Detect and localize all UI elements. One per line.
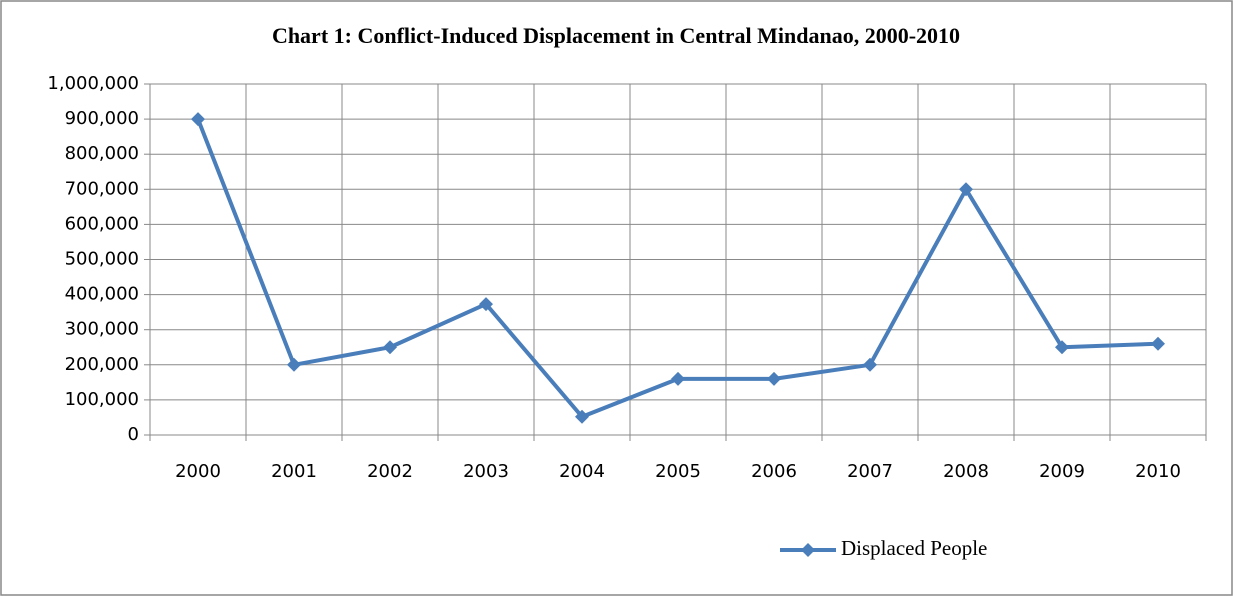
legend-label: Displaced People <box>841 536 987 560</box>
x-tick-label: 2010 <box>1135 461 1181 482</box>
y-tick-label: 400,000 <box>65 284 139 305</box>
data-point <box>383 340 397 355</box>
y-tick-label: 300,000 <box>65 319 139 340</box>
y-tick-label: 800,000 <box>65 143 139 164</box>
data-point <box>575 409 589 424</box>
legend-marker <box>801 543 815 557</box>
y-tick-label: 700,000 <box>65 178 139 199</box>
x-tick-label: 2004 <box>559 461 605 482</box>
data-point <box>287 357 301 372</box>
y-tick-label: 200,000 <box>65 354 139 375</box>
y-tick-label: 600,000 <box>65 213 139 234</box>
data-point <box>479 297 493 312</box>
x-tick-label: 2002 <box>367 461 413 482</box>
y-tick-label: 1,000,000 <box>47 73 139 94</box>
y-tick-label: 0 <box>128 424 139 445</box>
x-tick-label: 2000 <box>175 461 221 482</box>
y-tick-label: 100,000 <box>65 389 139 410</box>
x-tick-label: 2001 <box>271 461 317 482</box>
data-point <box>863 357 877 372</box>
x-tick-label: 2007 <box>847 461 893 482</box>
data-point <box>1151 336 1165 351</box>
chart-title: Chart 1: Conflict-Induced Displacement i… <box>272 23 960 48</box>
data-point <box>1055 340 1069 355</box>
x-tick-label: 2008 <box>943 461 989 482</box>
data-point <box>767 371 781 386</box>
data-point <box>959 182 973 197</box>
x-tick-label: 2003 <box>463 461 509 482</box>
x-tick-label: 2005 <box>655 461 701 482</box>
y-tick-label: 900,000 <box>65 108 139 129</box>
x-tick-label: 2006 <box>751 461 797 482</box>
x-tick-label: 2009 <box>1039 461 1085 482</box>
data-point <box>671 371 685 386</box>
data-point <box>191 112 205 127</box>
y-tick-label: 500,000 <box>65 249 139 270</box>
